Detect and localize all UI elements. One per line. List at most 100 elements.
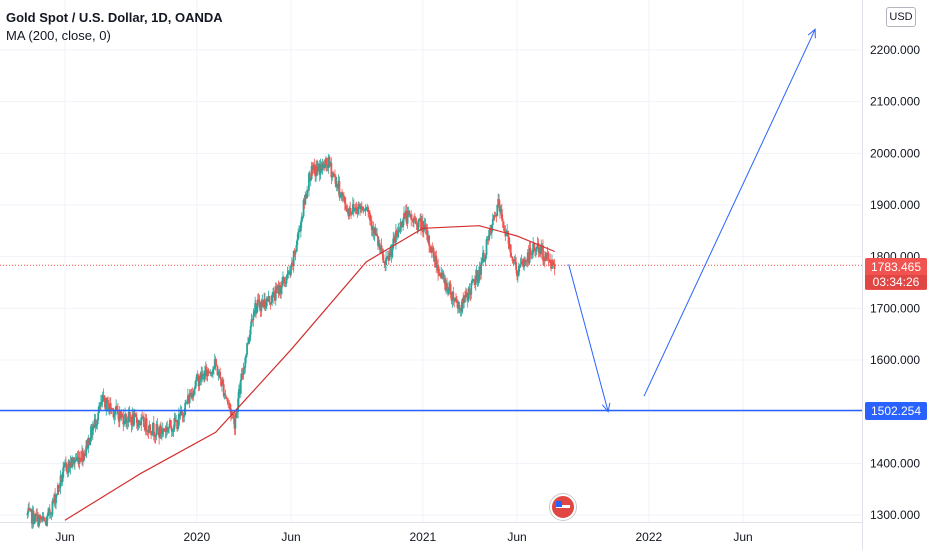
candle-body: [156, 424, 159, 430]
candle-body: [481, 262, 483, 264]
candle-body: [328, 156, 331, 166]
currency-button[interactable]: USD: [886, 7, 916, 27]
candle-body: [397, 230, 400, 234]
candle-body: [442, 272, 445, 279]
candle-body: [338, 181, 341, 198]
candle-body: [172, 429, 175, 431]
candle-body: [47, 512, 49, 517]
candle-body: [38, 517, 40, 527]
candle-body: [280, 287, 283, 294]
candle-body: [551, 259, 554, 266]
x-tick-label: 2021: [409, 530, 436, 544]
candle-body: [71, 457, 74, 468]
candle-body: [247, 338, 250, 344]
candle-body: [470, 283, 473, 295]
x-tick-label: Jun: [281, 530, 300, 544]
candle-body: [134, 413, 136, 415]
candle-body: [27, 508, 30, 514]
arrow-head: [807, 28, 816, 39]
candle-body: [370, 220, 373, 230]
arrow-head: [601, 402, 611, 413]
candle-body: [113, 413, 116, 418]
candle-body: [91, 428, 94, 436]
candle-body: [430, 247, 433, 253]
us-flag-icon[interactable]: [550, 494, 576, 520]
candle-body: [249, 326, 252, 335]
candle-body: [396, 233, 399, 237]
candle-body: [282, 277, 285, 283]
down-arrow[interactable]: [568, 264, 611, 413]
candle-body: [413, 217, 416, 220]
candle-body: [523, 259, 526, 268]
candle-body: [385, 257, 387, 265]
indicator-legend[interactable]: MA (200, close, 0): [6, 28, 111, 43]
ma-200-line: [64, 225, 555, 521]
candle-body: [39, 515, 42, 520]
candle-body: [294, 251, 297, 255]
candle-body: [152, 423, 155, 436]
candle-body: [133, 413, 135, 426]
candle-body: [300, 216, 303, 223]
candle-body: [32, 511, 35, 524]
candle-body: [58, 487, 61, 489]
candle-body: [367, 207, 370, 213]
candle-body: [310, 165, 313, 179]
candle-body: [476, 270, 479, 283]
candle-body: [237, 398, 239, 412]
candle-body: [286, 273, 289, 278]
candle-body: [253, 312, 256, 315]
candle-body: [258, 300, 261, 308]
candle-body: [474, 276, 477, 286]
candle-body: [160, 425, 162, 434]
candle-body: [381, 251, 384, 255]
candle-body: [168, 426, 170, 429]
up-arrow[interactable]: [643, 28, 816, 397]
candle-body: [73, 460, 76, 464]
candle-body: [386, 257, 388, 259]
candle-body: [128, 412, 131, 418]
candle-body: [56, 485, 59, 495]
candle-body: [229, 403, 231, 409]
candle-body: [160, 432, 163, 434]
candle-body: [221, 380, 224, 385]
candle-body: [169, 419, 172, 428]
chart-header: Gold Spot / U.S. Dollar, 1D, OANDA MA (2…: [6, 9, 223, 45]
candle-body: [103, 395, 106, 403]
candle-body: [173, 417, 176, 430]
candle-body: [509, 244, 512, 257]
candle-body: [94, 419, 97, 427]
candle-body: [508, 236, 510, 249]
candle-body: [268, 295, 271, 303]
candle-body: [425, 228, 428, 230]
candle-body: [194, 386, 196, 390]
candle-body: [193, 389, 196, 394]
candle-body: [330, 162, 333, 178]
candle-body: [256, 299, 259, 306]
candle-body: [121, 414, 124, 416]
candle-body: [176, 420, 179, 430]
candle-body: [228, 402, 231, 404]
candle-body: [468, 288, 471, 294]
time-axis[interactable]: Jun 2020 Jun 2021 Jun 2022 Jun: [55, 530, 752, 544]
candle-body: [145, 418, 148, 432]
candle-body: [458, 304, 461, 310]
candle-body: [391, 248, 394, 257]
candle-body: [247, 343, 249, 345]
candle-body: [195, 374, 198, 381]
candle-body: [364, 210, 367, 211]
candle-body: [26, 513, 29, 515]
candle-body: [274, 286, 277, 301]
candle-body: [492, 215, 495, 219]
candle-body: [106, 397, 109, 401]
candle-body: [505, 235, 508, 237]
y-tick-label: 1700.000: [870, 301, 920, 315]
candle-body: [97, 412, 100, 421]
candle-body: [519, 263, 522, 267]
candle-body: [225, 396, 228, 399]
candle-body: [123, 423, 126, 425]
candle-body: [440, 272, 443, 278]
candle-body: [431, 247, 434, 249]
candle-body: [422, 226, 425, 233]
candle-body: [482, 252, 485, 262]
